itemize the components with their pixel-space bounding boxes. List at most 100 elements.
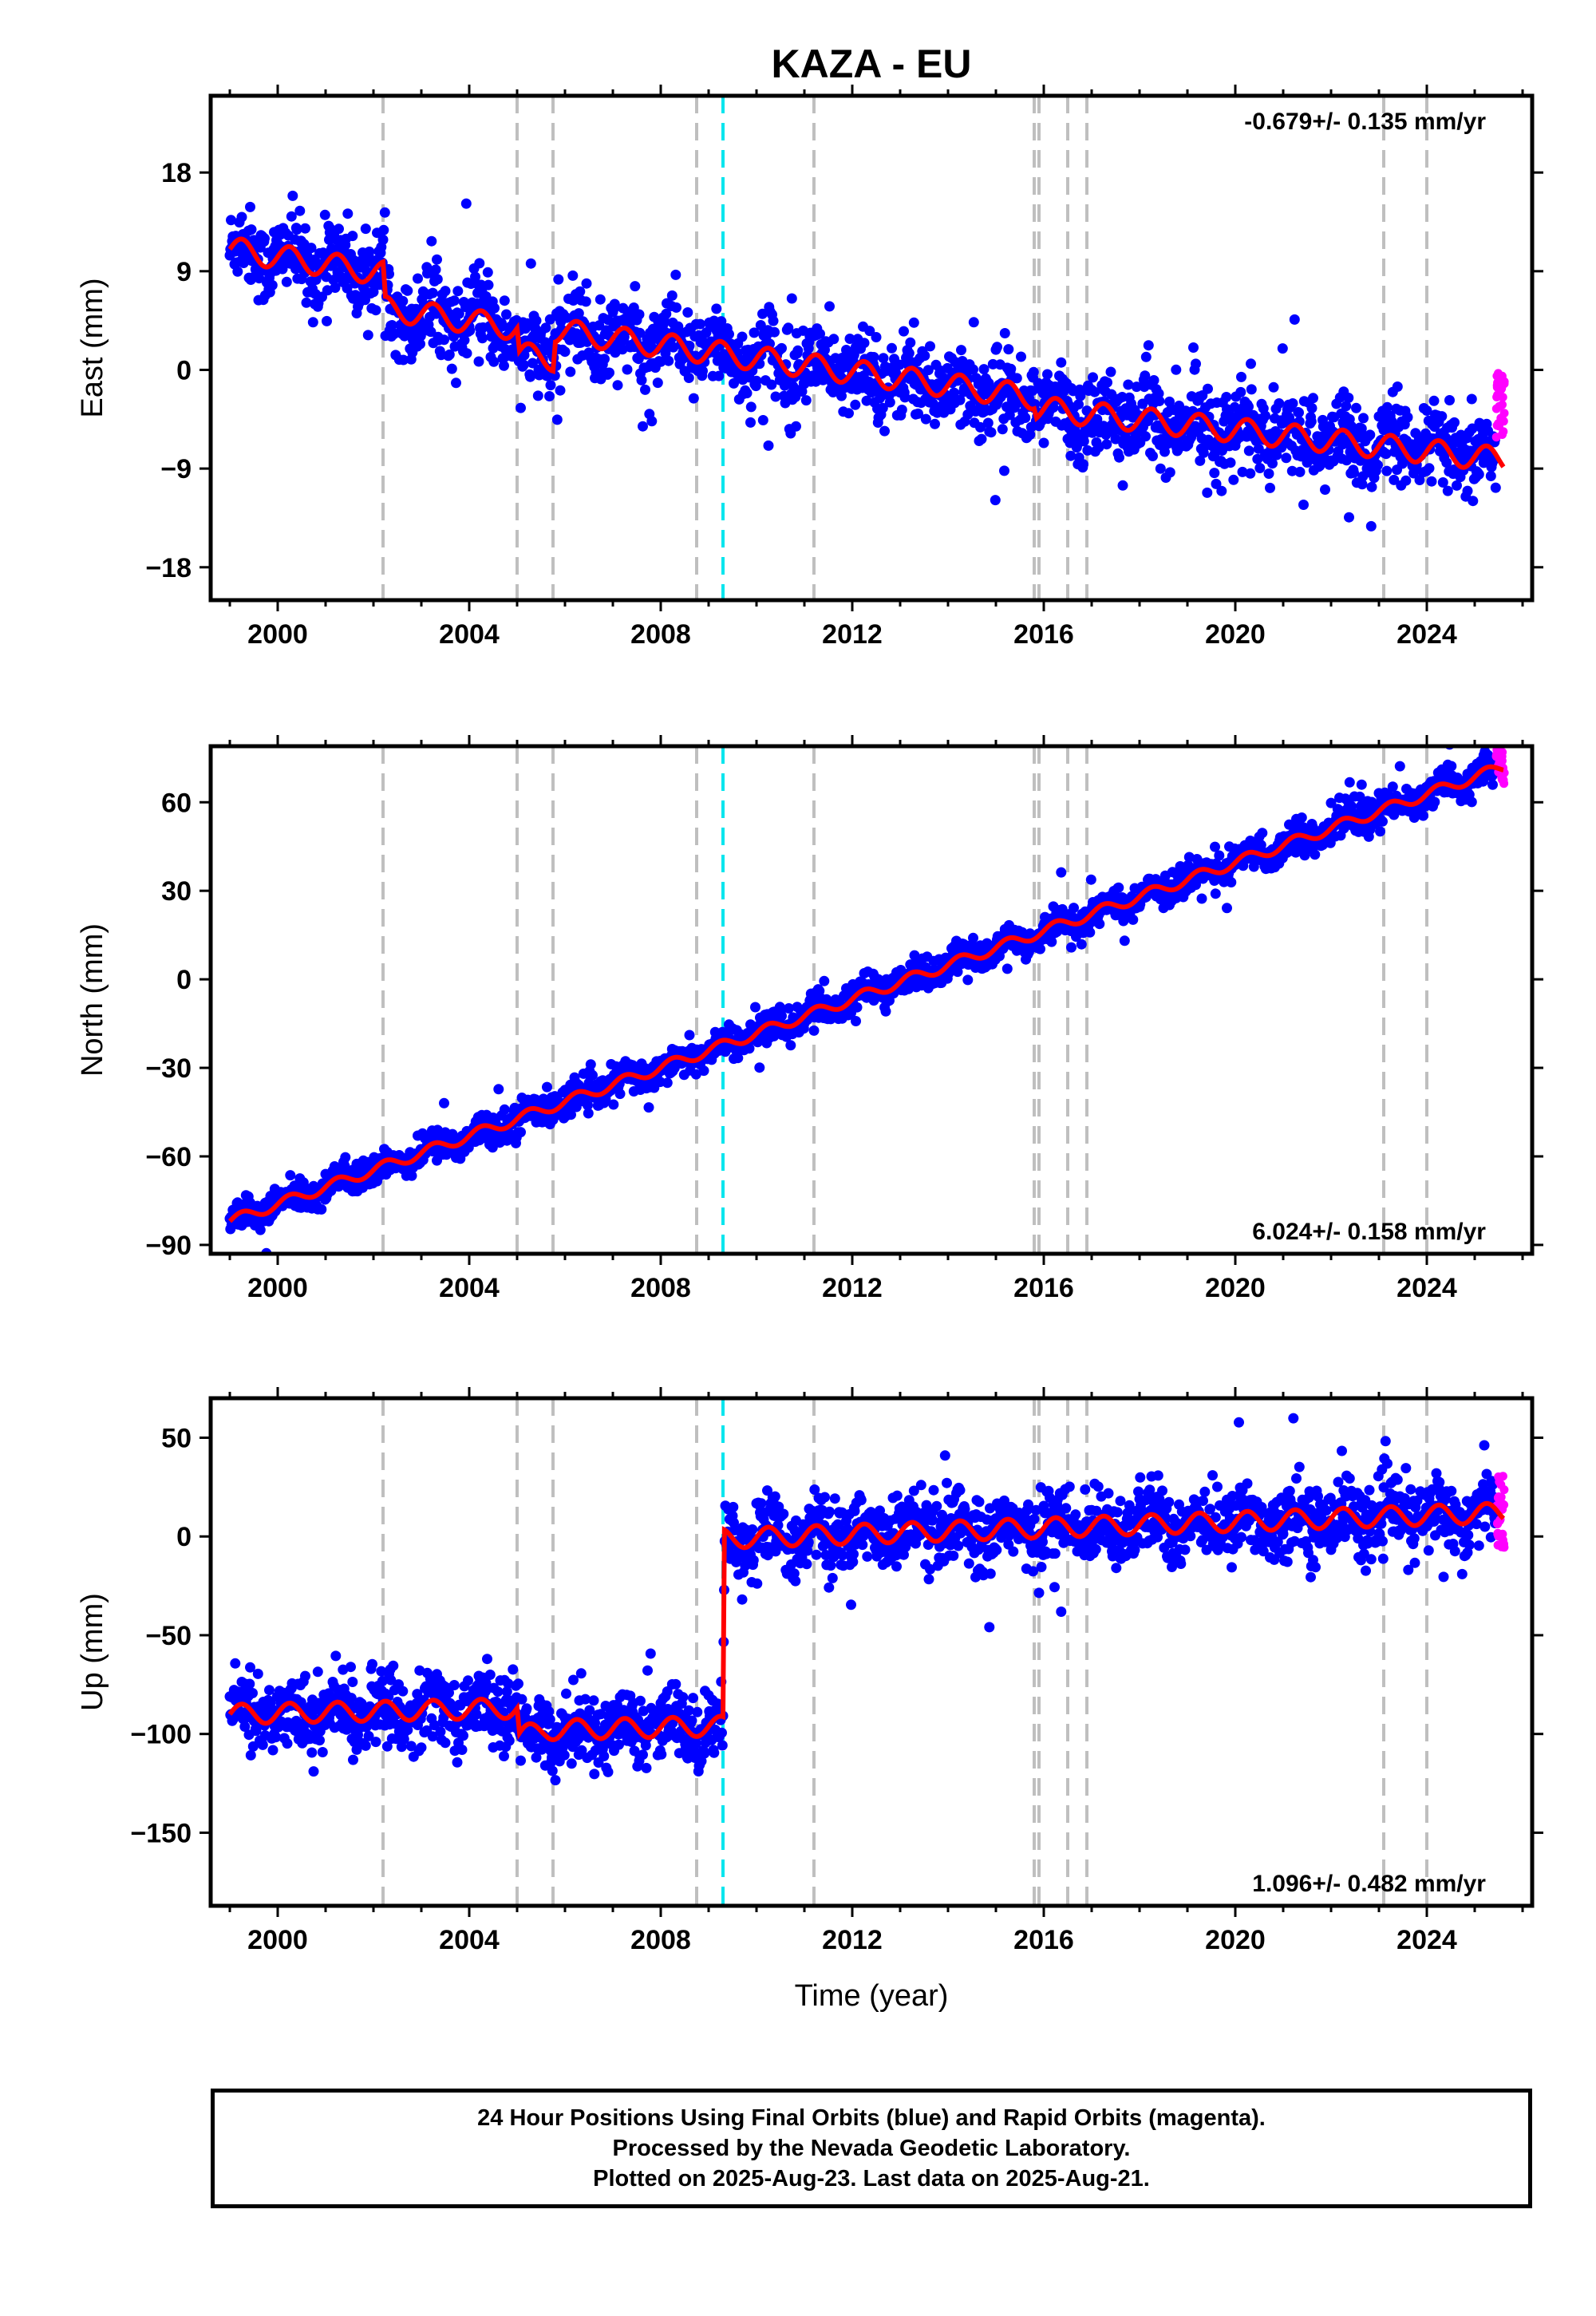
final-orbit-point: [330, 1650, 342, 1662]
final-orbit-point: [513, 1678, 523, 1690]
final-orbit-point: [492, 1686, 504, 1697]
final-orbit-point: [1195, 455, 1206, 466]
final-orbit-point: [413, 273, 423, 284]
final-orbit-point: [489, 302, 500, 314]
final-orbit-point: [1155, 463, 1166, 474]
final-orbit-point: [1056, 357, 1067, 368]
final-orbit-point: [456, 1745, 468, 1755]
final-orbit-point: [630, 281, 641, 292]
final-orbit-point: [741, 388, 753, 399]
final-orbit-point: [609, 298, 620, 310]
final-orbit-point: [516, 1755, 526, 1766]
final-orbit-point: [1377, 816, 1388, 827]
final-orbit-point: [1159, 446, 1170, 457]
final-orbit-point: [757, 415, 768, 425]
final-orbit-point: [713, 370, 725, 381]
y-tick-label: 9: [176, 257, 192, 287]
final-orbit-point: [1442, 485, 1453, 496]
final-orbit-point: [267, 1745, 279, 1756]
final-orbit-point: [634, 327, 646, 338]
final-orbit-point: [317, 1747, 328, 1757]
final-orbit-point: [306, 1747, 318, 1758]
final-orbit-point: [1065, 450, 1077, 461]
final-orbit-point: [1267, 458, 1278, 469]
final-orbit-point: [976, 433, 987, 445]
final-orbit-point: [1082, 445, 1093, 456]
final-orbit-point: [1237, 466, 1248, 477]
final-orbit-point: [1473, 468, 1484, 480]
final-orbit-point: [559, 346, 571, 358]
final-orbit-point: [769, 326, 780, 338]
final-orbit-point: [1487, 779, 1498, 790]
final-orbit-point: [330, 283, 341, 293]
final-orbit-point: [786, 293, 797, 304]
final-orbit-point: [307, 317, 318, 328]
final-orbit-point: [878, 353, 889, 364]
final-orbit-point: [488, 356, 500, 367]
final-orbit-point: [908, 317, 919, 328]
final-orbit-point: [286, 211, 297, 222]
final-orbit-point: [1114, 452, 1124, 463]
final-orbit-point: [527, 358, 538, 369]
final-orbit-point: [999, 328, 1010, 338]
y-tick-label: −18: [145, 553, 192, 583]
final-orbit-point: [1035, 943, 1045, 954]
rapid-orbit-point: [1499, 409, 1509, 418]
final-orbit-point: [499, 295, 510, 306]
final-orbit-point: [1123, 379, 1134, 390]
final-orbit-point: [887, 342, 897, 354]
final-orbit-point: [737, 331, 748, 342]
final-orbit-point: [544, 391, 555, 401]
final-orbit-point: [1110, 433, 1121, 445]
final-orbit-point: [308, 1766, 319, 1777]
final-orbit-point: [378, 224, 389, 235]
final-orbit-point: [1003, 344, 1014, 355]
final-orbit-point: [1254, 463, 1266, 473]
final-orbit-point: [1117, 480, 1128, 491]
final-orbit-point: [319, 209, 330, 220]
rapid-orbit-points: [1491, 369, 1509, 442]
final-orbit-point: [1306, 416, 1317, 427]
x-tick-label: 2024: [1396, 1273, 1457, 1303]
final-orbit-point: [306, 243, 317, 254]
final-orbit-point: [1078, 436, 1089, 447]
final-orbit-point: [448, 295, 460, 306]
final-orbit-point: [322, 315, 332, 326]
final-orbit-point: [314, 1735, 325, 1746]
final-orbit-point: [545, 380, 556, 391]
final-orbit-point: [504, 1735, 515, 1746]
final-orbit-point: [815, 328, 825, 339]
final-orbit-point: [334, 223, 344, 235]
final-orbit-point: [1421, 405, 1432, 416]
final-orbit-point: [1056, 867, 1067, 878]
final-orbit-point: [697, 366, 708, 377]
final-orbit-point: [683, 373, 694, 383]
final-orbit-point: [1216, 485, 1227, 496]
final-orbit-point: [483, 279, 494, 290]
final-orbit-point: [440, 1737, 451, 1749]
final-orbit-point: [1154, 396, 1165, 406]
rate-label: -0.679+/- 0.135 mm/yr: [1244, 109, 1486, 135]
x-tick-label: 2012: [822, 619, 883, 650]
final-orbit-point: [425, 326, 437, 338]
panels: 2000 2004 2008 2012 2016 2020 20241890−9−18Eas…: [76, 85, 1543, 2013]
final-orbit-point: [519, 350, 530, 361]
final-orbit-point: [386, 320, 397, 330]
final-orbit-point: [1375, 826, 1385, 837]
final-orbit-point: [398, 354, 409, 366]
final-orbit-point: [402, 285, 413, 296]
final-orbit-point: [347, 1677, 358, 1687]
final-orbit-point: [1085, 874, 1096, 885]
final-orbit-point: [583, 1108, 594, 1119]
final-orbit-point: [360, 1740, 371, 1751]
final-orbit-point: [1171, 364, 1182, 375]
final-orbit-point: [905, 337, 916, 348]
final-orbit-point: [236, 211, 247, 223]
final-orbit-point: [783, 322, 794, 334]
final-orbit-point: [643, 1102, 654, 1113]
final-orbit-point: [1140, 431, 1151, 442]
final-orbit-point: [348, 1754, 358, 1765]
final-orbit-point: [1449, 417, 1460, 428]
final-orbit-point: [1271, 449, 1282, 460]
y-tick-label: −30: [145, 1053, 192, 1084]
